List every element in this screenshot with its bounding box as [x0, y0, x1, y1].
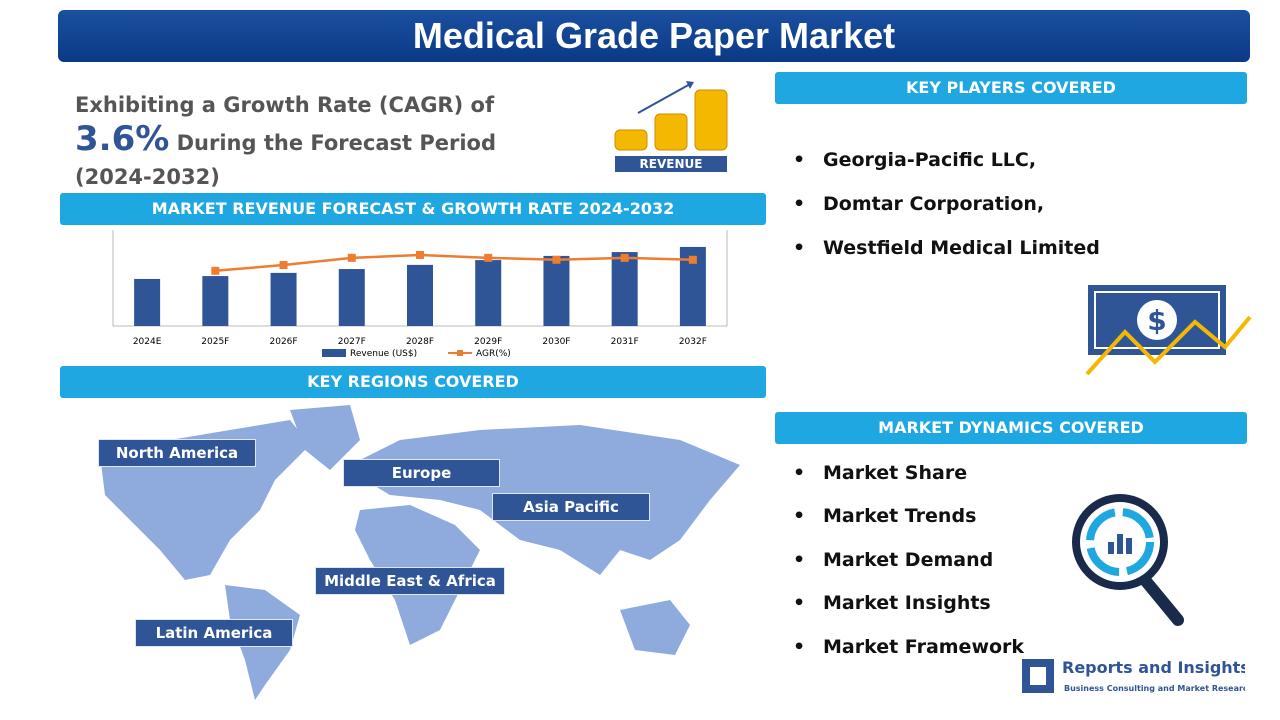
x-tick-label: 2026F [270, 337, 298, 347]
player-item: Westfield Medical Limited [775, 226, 1100, 270]
line-marker [347, 253, 356, 262]
region-label: North America [98, 439, 256, 467]
bar [611, 252, 638, 326]
dynamic-item: Market Insights [775, 582, 1024, 626]
x-tick-label: 2030F [542, 337, 570, 347]
cagr-suffix: During the Forecast Period (2024-2032) [75, 131, 497, 189]
dynamic-item: Market Demand [775, 539, 1024, 583]
line-marker [279, 261, 288, 270]
line-marker [416, 250, 424, 259]
region-label: Europe [343, 459, 500, 487]
bar [270, 272, 297, 326]
bar [134, 278, 161, 326]
title-bar: Medical Grade Paper Market [58, 10, 1250, 62]
x-tick-label: 2028F [406, 337, 434, 347]
cagr-text: Exhibiting a Growth Rate (CAGR) of 3.6% … [75, 88, 575, 194]
legend-label: AGR(%) [476, 349, 511, 359]
x-tick-label: 2029F [474, 337, 502, 347]
line-marker [211, 266, 220, 275]
bar [475, 260, 502, 326]
x-tick-label: 2027F [338, 337, 366, 347]
line-marker [688, 255, 697, 264]
legend-label: Revenue (US$) [350, 349, 417, 359]
players-header: KEY PLAYERS COVERED [775, 72, 1247, 104]
region-label: Latin America [135, 619, 293, 647]
logo: Reports and Insights Business Consulting… [1022, 658, 1245, 693]
bar [338, 269, 365, 326]
x-tick-label: 2024E [133, 337, 162, 347]
regions-header: KEY REGIONS COVERED [60, 366, 766, 398]
revenue-icon: REVENUE [614, 81, 728, 172]
player-item: Georgia-Pacific LLC, [775, 138, 1100, 182]
bar [202, 276, 229, 326]
line-marker [552, 255, 561, 264]
svg-text:$: $ [1147, 304, 1166, 337]
dynamics-header: MARKET DYNAMICS COVERED [775, 412, 1247, 444]
cagr-prefix: Exhibiting a Growth Rate (CAGR) of [75, 93, 495, 117]
region-label: Middle East & Africa [315, 567, 505, 595]
revenue-label: REVENUE [640, 157, 703, 171]
x-tick-label: 2032F [679, 337, 707, 347]
forecast-header: MARKET REVENUE FORECAST & GROWTH RATE 20… [60, 193, 766, 225]
line-series [215, 253, 693, 273]
dynamics-list: Market ShareMarket TrendsMarket DemandMa… [775, 452, 1024, 669]
logo-tagline: Business Consulting and Market Research [1064, 684, 1245, 693]
logo-name: Reports and Insights [1062, 658, 1245, 677]
players-list: Georgia-Pacific LLC,Domtar Corporation,W… [775, 138, 1100, 270]
bar [543, 255, 570, 326]
dynamic-item: Market Trends [775, 495, 1024, 539]
legend-marker [457, 350, 463, 356]
legend-swatch [322, 349, 346, 357]
magnifier-icon [1072, 494, 1184, 626]
line-marker [620, 253, 629, 262]
x-tick-label: 2031F [611, 337, 639, 347]
money-icon: $ [1085, 285, 1252, 376]
x-tick-label: 2025F [201, 337, 229, 347]
cagr-rate: 3.6% [75, 119, 170, 159]
line-marker [484, 253, 493, 262]
region-label: Asia Pacific [492, 493, 650, 521]
dynamic-item: Market Framework [775, 626, 1024, 670]
player-item: Domtar Corporation, [775, 182, 1100, 226]
chart: 2024E 2025F 2026F 2027F 2028F 2029F 2030F 2031F… [112, 230, 728, 359]
dynamic-item: Market Share [775, 452, 1024, 496]
bar [407, 264, 433, 326]
